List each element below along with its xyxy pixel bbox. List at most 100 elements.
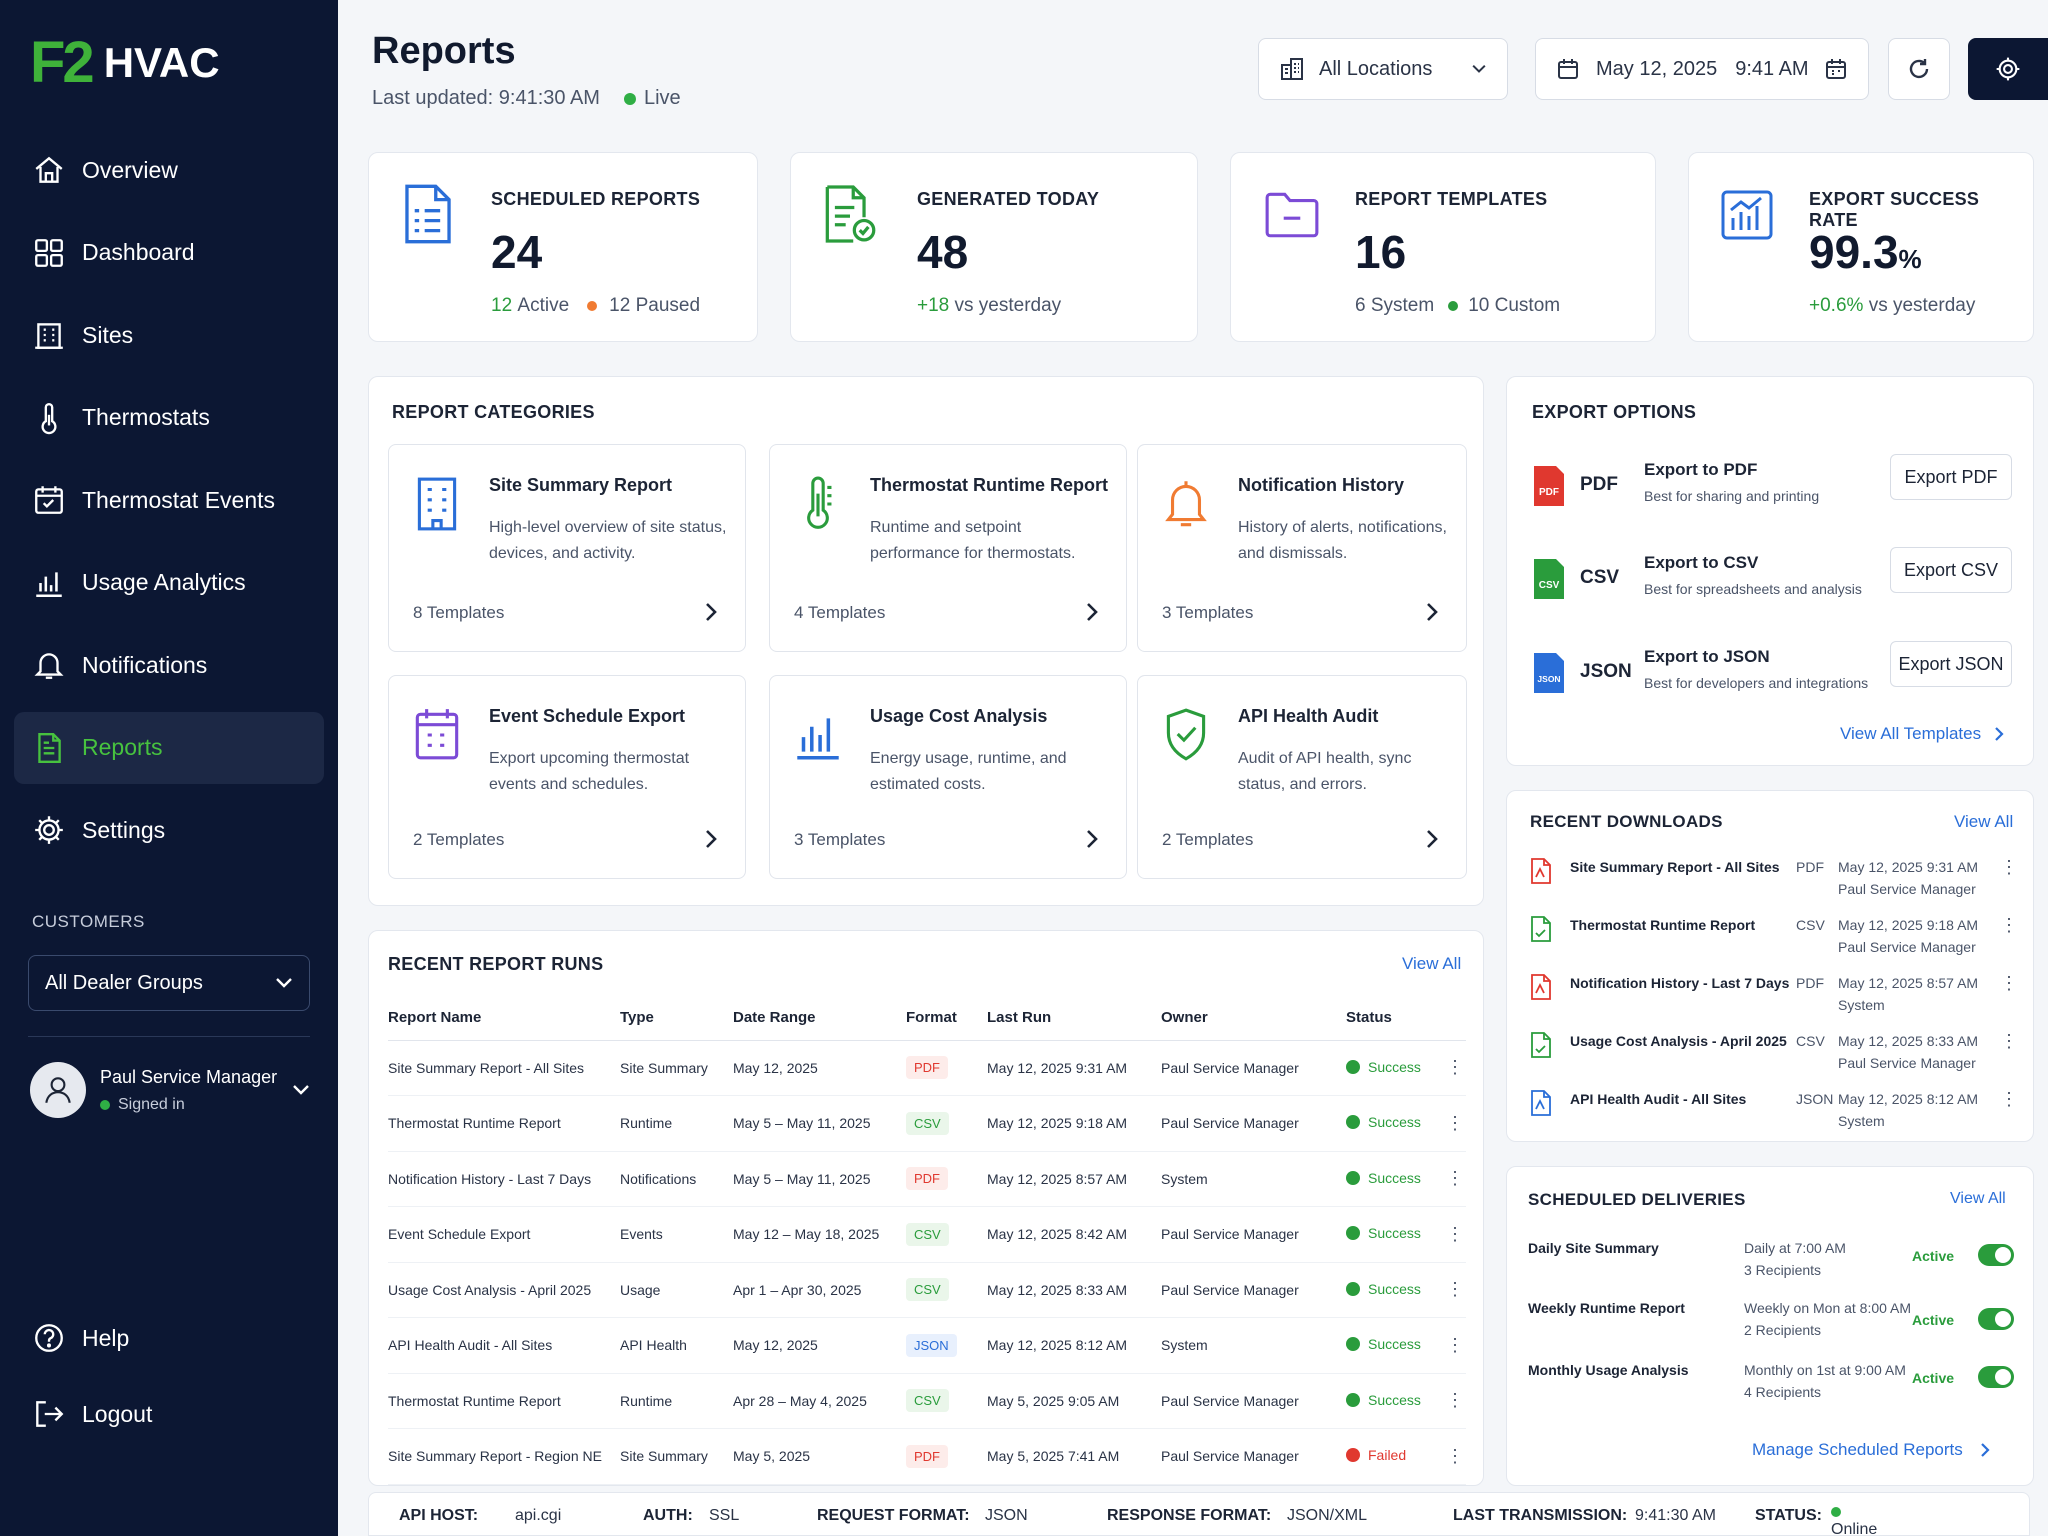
- category-title: Site Summary Report: [489, 475, 673, 495]
- user-icon: [45, 1077, 71, 1103]
- settings-button[interactable]: [1968, 38, 2048, 100]
- section-title: REPORT CATEGORIES: [392, 402, 595, 422]
- category-card-notification-history[interactable]: Notification History History of alerts, …: [1137, 444, 1467, 652]
- category-card-api-health[interactable]: API Health Audit Audit of API health, sy…: [1137, 675, 1467, 879]
- view-all-templates-link[interactable]: View All Templates: [1840, 724, 2005, 744]
- format-badge: CSV: [906, 1278, 949, 1302]
- download-row[interactable]: Site Summary Report - All Sites PDF May …: [1530, 855, 2018, 907]
- date-picker[interactable]: May 12, 2025 9:41 AM: [1535, 38, 1869, 100]
- download-name: Thermostat Runtime Report: [1570, 917, 1756, 933]
- nav-item-help[interactable]: Help: [14, 1306, 324, 1370]
- kpi-paused-label: Paused: [635, 295, 701, 316]
- kpi-card-generated[interactable]: GENERATED TODAY 48 +18 vs yesterday: [790, 152, 1198, 342]
- check-circle-icon: [1346, 1337, 1360, 1352]
- last-updated: Last updated: 9:41:30 AM Live: [372, 87, 681, 110]
- column-header[interactable]: Last Run: [987, 996, 1161, 1041]
- export-row-csv: CSV CSV Export to CSV Best for spreadshe…: [1532, 547, 2012, 617]
- cell-type: Runtime: [620, 1095, 733, 1152]
- nav-label: Reports: [82, 734, 163, 760]
- table-row[interactable]: Site Summary Report - Region NE Site Summ…: [388, 1428, 1466, 1485]
- row-menu[interactable]: ⋮: [1446, 1373, 1466, 1429]
- app-logo[interactable]: F2 HVAC: [30, 34, 220, 92]
- column-header[interactable]: Format: [906, 996, 987, 1041]
- nav-item-notifications[interactable]: Notifications: [14, 629, 324, 701]
- delivery-toggle[interactable]: [1978, 1244, 2014, 1266]
- row-menu[interactable]: ⋮: [1446, 1428, 1466, 1485]
- downloads-view-all-link[interactable]: View All: [1954, 812, 2014, 831]
- category-card-usage-cost[interactable]: Usage Cost Analysis Energy usage, runtim…: [769, 675, 1127, 879]
- table-row[interactable]: Thermostat Runtime Report Runtime May 5 – …: [388, 1095, 1466, 1152]
- download-row[interactable]: Usage Cost Analysis - April 2025 CSV May…: [1530, 1029, 2018, 1081]
- table-row[interactable]: Notification History - Last 7 Days Notifi…: [388, 1151, 1466, 1207]
- download-row[interactable]: Thermostat Runtime Report CSV May 12, 20…: [1530, 913, 2018, 965]
- location-select[interactable]: All Locations: [1258, 38, 1508, 100]
- response-format: RESPONSE FORMAT:: [1107, 1507, 1271, 1525]
- table-row[interactable]: Site Summary Report - All Sites Site Summ…: [388, 1040, 1466, 1096]
- nav-item-sites[interactable]: Sites: [14, 299, 324, 371]
- column-header[interactable]: Date Range: [733, 996, 906, 1041]
- delivery-toggle[interactable]: [1978, 1308, 2014, 1330]
- category-card-event-schedule[interactable]: Event Schedule Export Export upcoming th…: [388, 675, 746, 879]
- nav-item-dashboard[interactable]: Dashboard: [14, 217, 324, 289]
- cell-type: Site Summary: [620, 1428, 733, 1485]
- row-menu[interactable]: ⋮: [1446, 1206, 1466, 1263]
- kebab-menu-icon[interactable]: ⋮: [2000, 1089, 2018, 1109]
- kpi-card-success-rate[interactable]: EXPORT SUCCESS RATE 99.3% +0.6% vs yeste…: [1688, 152, 2034, 342]
- category-card-site-summary[interactable]: Site Summary Report High-level overview …: [388, 444, 746, 652]
- api-status-bar: API HOST: api.cgi AUTH: SSL REQUEST FORM…: [368, 1492, 2030, 1536]
- page-header: Reports Last updated: 9:41:30 AM Live: [372, 30, 681, 110]
- row-menu[interactable]: ⋮: [1446, 1095, 1466, 1152]
- nav-item-logout[interactable]: Logout: [14, 1382, 324, 1446]
- kpi-card-scheduled[interactable]: SCHEDULED REPORTS 24 12 Active 12 Paused: [368, 152, 758, 342]
- export-json-button[interactable]: Export JSON: [1890, 641, 2012, 687]
- location-value: All Locations: [1319, 57, 1433, 80]
- refresh-button[interactable]: [1888, 38, 1950, 100]
- export-csv-button[interactable]: Export CSV: [1890, 547, 2012, 593]
- kpi-card-templates[interactable]: REPORT TEMPLATES 16 6 System 10 Custom: [1230, 152, 1656, 342]
- column-header[interactable]: Type: [620, 996, 733, 1041]
- category-card-thermostat-runtime[interactable]: Thermostat Runtime Report Runtime and se…: [769, 444, 1127, 652]
- column-header[interactable]: Report Name: [388, 996, 620, 1041]
- table-row[interactable]: Usage Cost Analysis - April 2025 Usage Apr…: [388, 1262, 1466, 1318]
- kebab-menu-icon[interactable]: ⋮: [2000, 857, 2018, 877]
- download-owner: Paul Service Manager: [1838, 881, 1976, 897]
- nav-item-settings[interactable]: Settings: [14, 794, 324, 866]
- kpi-title: EXPORT SUCCESS RATE: [1809, 189, 1980, 230]
- download-date: May 12, 2025 9:31 AM: [1838, 859, 1979, 875]
- nav-item-usage-analytics[interactable]: Usage Analytics: [14, 547, 324, 619]
- row-menu[interactable]: ⋮: [1446, 1317, 1466, 1374]
- report-icon: [38, 732, 61, 763]
- nav-item-thermostat-events[interactable]: Thermostat Events: [14, 464, 324, 536]
- nav-item-overview[interactable]: Overview: [14, 134, 324, 206]
- cell-date-range: May 5 – May 11, 2025: [733, 1095, 906, 1152]
- nav-item-thermostats[interactable]: Thermostats: [14, 382, 324, 454]
- kpi-delta: +18: [917, 295, 950, 316]
- bar-chart-icon: [36, 571, 62, 597]
- kpi-title: SCHEDULED REPORTS: [491, 189, 701, 209]
- row-menu[interactable]: ⋮: [1446, 1040, 1466, 1096]
- kebab-menu-icon[interactable]: ⋮: [2000, 973, 2018, 993]
- download-row[interactable]: Notification History - Last 7 Days PDF M…: [1530, 971, 2018, 1023]
- dealer-group-select[interactable]: All Dealer Groups: [28, 955, 310, 1011]
- kpi-value: 99.3%: [1809, 225, 1922, 279]
- user-menu[interactable]: Paul Service Manager Signed in: [30, 1054, 310, 1126]
- status-badge: Success: [1346, 1059, 1421, 1075]
- table-row[interactable]: Event Schedule Export Events May 12 – May …: [388, 1206, 1466, 1263]
- row-menu[interactable]: ⋮: [1446, 1151, 1466, 1207]
- row-menu[interactable]: ⋮: [1446, 1262, 1466, 1318]
- table-row[interactable]: Thermostat Runtime Report Runtime Apr 28 –…: [388, 1373, 1466, 1429]
- table-row[interactable]: API Health Audit - All Sites API Health Ma…: [388, 1317, 1466, 1374]
- delivery-toggle[interactable]: [1978, 1366, 2014, 1388]
- manage-scheduled-link[interactable]: Manage Scheduled Reports: [1752, 1440, 1991, 1460]
- kebab-menu-icon[interactable]: ⋮: [2000, 1031, 2018, 1051]
- export-pdf-button[interactable]: Export PDF: [1890, 454, 2012, 500]
- kebab-menu-icon[interactable]: ⋮: [2000, 915, 2018, 935]
- deliveries-view-all-link[interactable]: View All: [1950, 1190, 2006, 1207]
- delivery-recipients: 2 Recipients: [1744, 1322, 1822, 1338]
- runs-view-all-link[interactable]: View All: [1402, 954, 1462, 973]
- download-row[interactable]: API Health Audit - All Sites JSON May 12…: [1530, 1087, 2018, 1139]
- nav-item-reports[interactable]: Reports: [14, 711, 324, 784]
- live-label: Live: [643, 87, 681, 109]
- column-header[interactable]: Status: [1346, 996, 1446, 1041]
- column-header[interactable]: Owner: [1161, 996, 1346, 1041]
